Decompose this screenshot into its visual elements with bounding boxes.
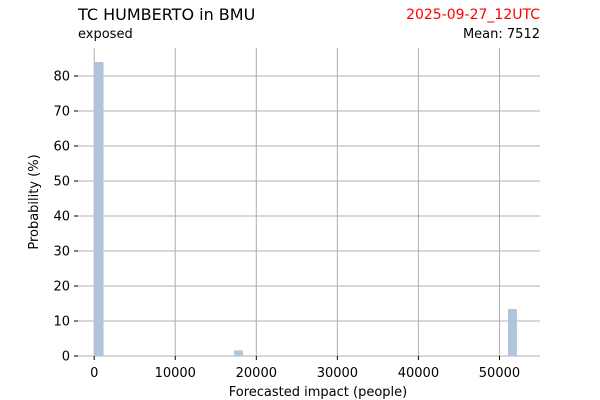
y-tick-label: 80: [53, 70, 70, 85]
histogram-bar: [507, 309, 517, 356]
y-tick-label: 10: [53, 315, 70, 330]
y-tick-label: 20: [53, 280, 70, 295]
x-tick-labels: 0 10000 20000 30000 40000 50000: [90, 356, 520, 381]
y-tick-label: 40: [53, 210, 70, 225]
x-tick-label: 30000: [317, 366, 358, 381]
histogram-bar: [234, 350, 243, 356]
mean-label: Mean: 7512: [462, 27, 540, 42]
forecast-timestamp: 2025-09-27_12UTC: [406, 7, 540, 23]
x-tick-label: 50000: [479, 366, 520, 381]
bars: [94, 62, 517, 356]
y-tick-label: 30: [53, 245, 70, 260]
grid-lines: [78, 48, 540, 357]
histogram-bar: [94, 62, 104, 356]
y-tick-label: 70: [53, 105, 70, 120]
x-axis-label: Forecasted impact (people): [229, 385, 407, 400]
y-tick-labels: 0 10 20 30 40 50 60 70 80: [53, 70, 78, 365]
x-tick-label: 40000: [398, 366, 439, 381]
chart-subtitle: exposed: [78, 27, 133, 42]
y-tick-label: 60: [53, 140, 70, 155]
y-axis-label: Probability (%): [27, 154, 42, 249]
chart-title: TC HUMBERTO in BMU: [78, 5, 256, 24]
x-tick-label: 10000: [155, 366, 196, 381]
y-tick-label: 50: [53, 175, 70, 190]
x-tick-label: 0: [90, 366, 98, 381]
x-tick-label: 20000: [236, 366, 277, 381]
y-tick-label: 0: [62, 350, 70, 365]
